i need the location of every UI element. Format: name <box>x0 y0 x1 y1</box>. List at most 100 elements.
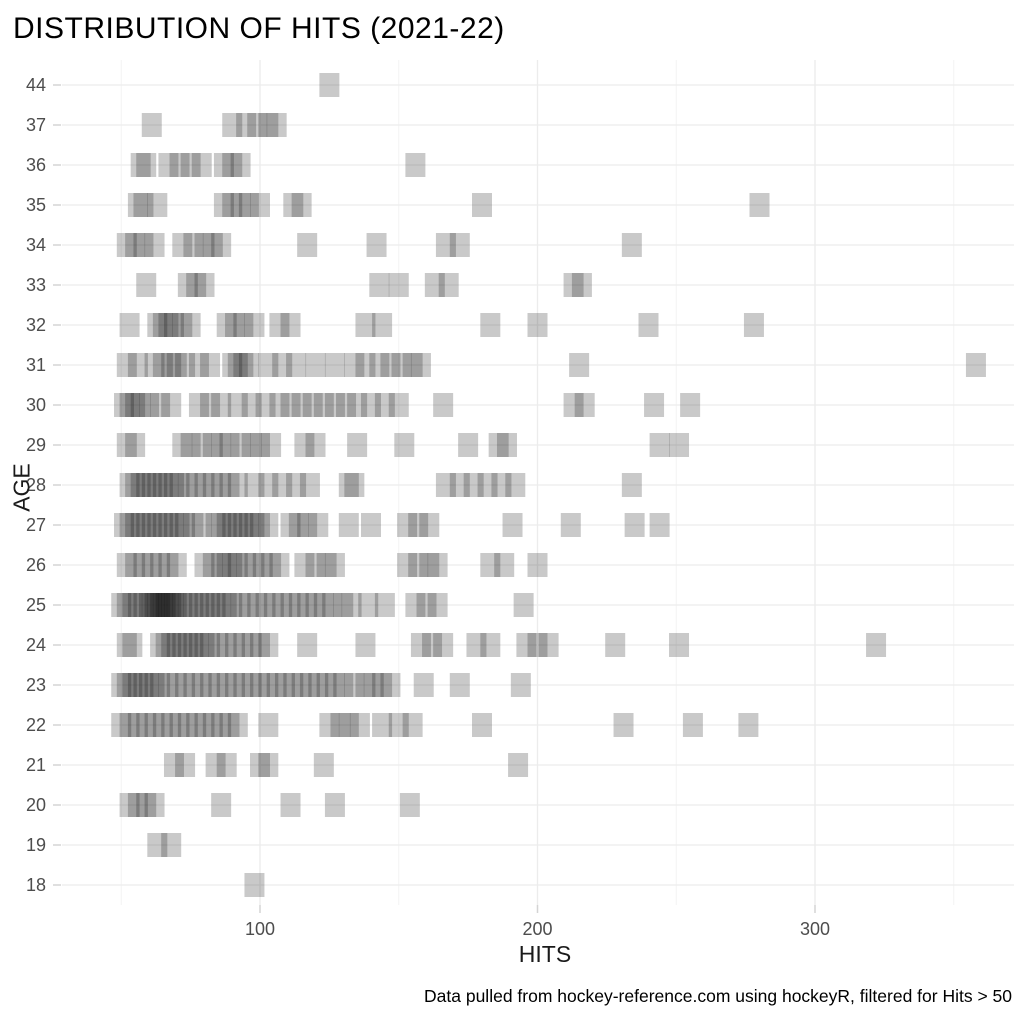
data-point <box>560 513 581 537</box>
data-point <box>621 233 642 257</box>
data-point <box>152 593 173 617</box>
data-point <box>369 353 390 377</box>
data-point <box>150 553 171 577</box>
data-point <box>538 633 559 657</box>
data-point <box>216 313 237 337</box>
data-point <box>749 193 770 217</box>
data-point <box>313 753 334 777</box>
y-tick-label: 33 <box>26 275 46 295</box>
data-point <box>225 633 246 657</box>
data-point <box>244 313 265 337</box>
data-point <box>380 353 401 377</box>
data-point <box>569 353 590 377</box>
data-point <box>410 353 431 377</box>
data-point <box>291 393 312 417</box>
data-point <box>258 673 279 697</box>
data-point <box>624 513 645 537</box>
data-point <box>250 673 270 697</box>
data-point <box>213 193 234 217</box>
data-point <box>258 713 279 737</box>
data-point <box>216 673 237 697</box>
data-point <box>114 393 135 417</box>
data-point <box>144 793 165 817</box>
data-point <box>225 673 246 697</box>
data-point <box>144 233 165 257</box>
y-tick-label: 35 <box>26 195 46 215</box>
x-tick-label: 200 <box>522 919 552 939</box>
data-point <box>338 713 359 737</box>
data-point <box>433 393 454 417</box>
data-point <box>258 633 279 657</box>
data-point <box>355 673 376 697</box>
data-point <box>180 313 201 337</box>
data-point <box>669 633 690 657</box>
data-point <box>222 113 243 137</box>
data-point <box>147 313 168 337</box>
data-point <box>125 553 146 577</box>
data-point <box>127 673 148 697</box>
data-point <box>261 553 282 577</box>
data-point <box>158 593 179 617</box>
data-point <box>333 593 354 617</box>
data-point <box>308 673 329 697</box>
data-point <box>166 593 187 617</box>
data-point <box>380 673 401 697</box>
data-point <box>202 473 223 497</box>
data-point <box>266 673 287 697</box>
data-point <box>139 393 159 417</box>
data-point <box>114 513 135 537</box>
data-point <box>158 313 179 337</box>
data-point <box>219 433 240 457</box>
data-point <box>227 353 248 377</box>
data-point <box>211 513 232 537</box>
data-point <box>372 313 393 337</box>
data-point <box>349 713 370 737</box>
y-tick-label: 34 <box>26 235 46 255</box>
data-point <box>202 553 223 577</box>
data-point <box>211 433 232 457</box>
data-point <box>186 273 207 297</box>
data-point <box>161 833 182 857</box>
data-point <box>305 353 326 377</box>
data-point <box>305 553 326 577</box>
data-point <box>188 393 209 417</box>
caption: Data pulled from hockey-reference.com us… <box>424 986 1012 1006</box>
y-tick-label: 31 <box>26 355 46 375</box>
data-point <box>172 593 193 617</box>
data-point <box>233 313 254 337</box>
data-point <box>169 713 190 737</box>
data-point <box>480 313 501 337</box>
data-point <box>200 633 221 657</box>
data-point <box>527 313 548 337</box>
data-point <box>194 593 215 617</box>
data-point <box>372 673 393 697</box>
data-point <box>136 793 157 817</box>
data-point <box>169 473 190 497</box>
data-point <box>669 433 690 457</box>
data-point <box>119 793 140 817</box>
data-point <box>347 433 368 457</box>
data-point <box>111 593 132 617</box>
data-point <box>166 633 187 657</box>
data-point <box>133 193 154 217</box>
data-point <box>422 633 443 657</box>
data-point <box>308 513 329 537</box>
data-point <box>374 593 395 617</box>
data-point <box>313 393 334 417</box>
data-point <box>449 473 470 497</box>
data-point <box>227 513 248 537</box>
data-point <box>366 233 387 257</box>
data-point <box>347 393 368 417</box>
data-point <box>324 393 345 417</box>
y-tick-label: 26 <box>26 555 46 575</box>
data-point <box>211 593 232 617</box>
data-point <box>155 633 176 657</box>
data-point <box>127 593 148 617</box>
data-point <box>175 513 196 537</box>
data-point <box>322 593 343 617</box>
data-point <box>125 233 146 257</box>
data-point <box>194 233 215 257</box>
data-point <box>513 593 534 617</box>
data-point <box>194 473 215 497</box>
data-point <box>244 513 265 537</box>
